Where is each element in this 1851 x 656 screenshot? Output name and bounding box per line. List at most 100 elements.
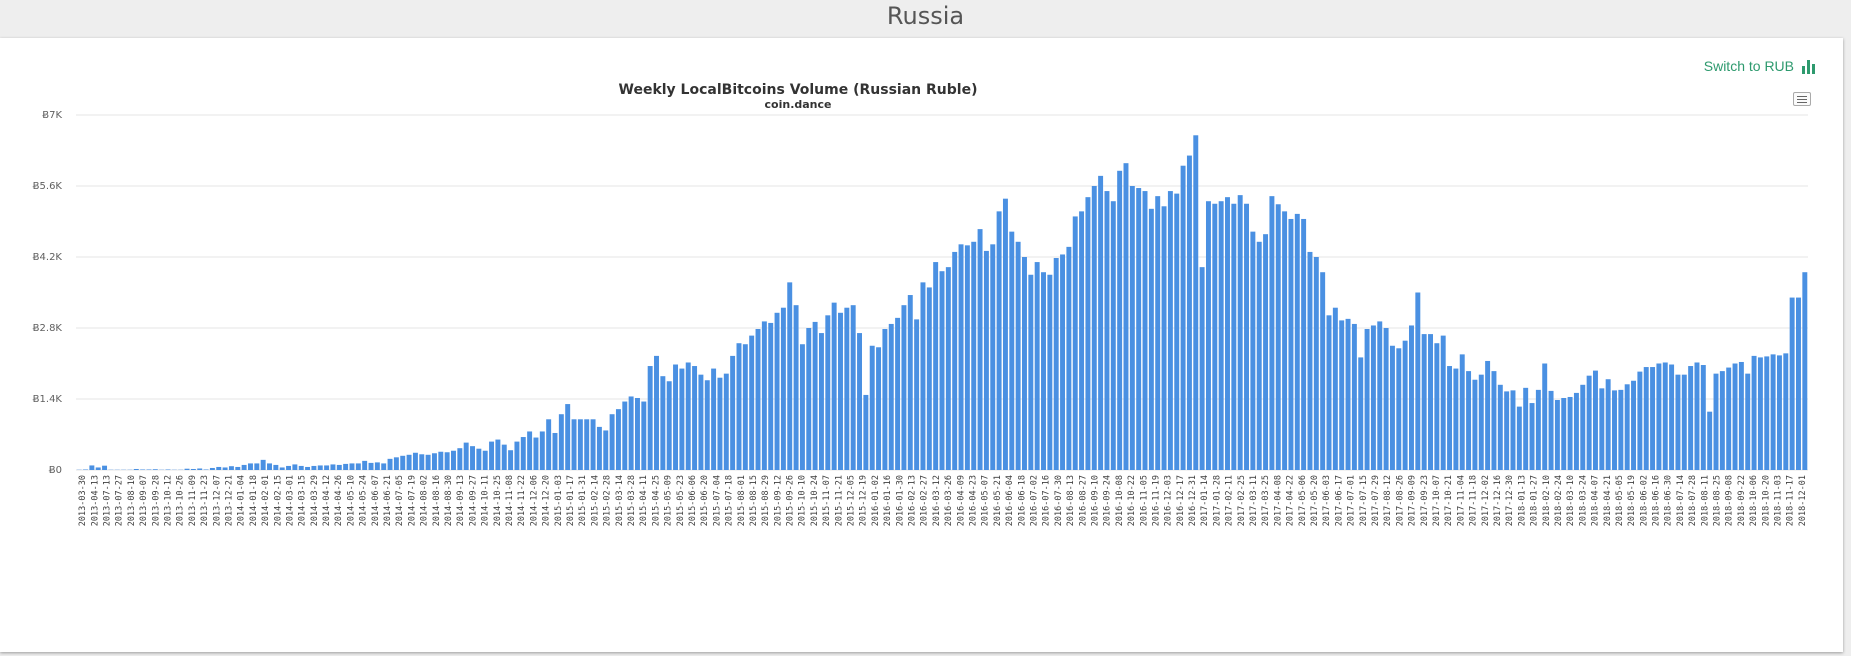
bar xyxy=(387,458,393,470)
x-tick-label: 2016-06-04 xyxy=(1005,475,1015,526)
x-tick-label: 2018-07-28 xyxy=(1688,475,1698,526)
bar xyxy=(812,321,818,470)
bar xyxy=(958,244,964,470)
bar xyxy=(1377,321,1383,470)
x-tick-label: 2014-10-25 xyxy=(493,475,503,526)
x-tick-label: 2018-05-19 xyxy=(1627,475,1637,526)
bar xyxy=(184,468,190,470)
bar xyxy=(1256,241,1262,470)
x-tick-label: 2015-08-15 xyxy=(749,475,759,526)
x-tick-label: 2015-02-14 xyxy=(590,475,600,526)
bar xyxy=(584,419,590,470)
bar xyxy=(787,282,793,470)
x-tick-label: 2018-06-30 xyxy=(1664,475,1674,526)
bar xyxy=(736,343,742,470)
bar xyxy=(102,465,108,470)
bar xyxy=(1428,334,1433,470)
bar xyxy=(755,329,761,470)
bar xyxy=(476,448,482,470)
x-tick-label: 2016-04-23 xyxy=(968,475,978,526)
x-tick-label: 2017-03-25 xyxy=(1261,475,1271,526)
bar xyxy=(247,463,253,470)
x-tick-label: 2018-10-06 xyxy=(1749,475,1759,526)
x-tick-label: 2015-08-29 xyxy=(761,475,771,526)
bar xyxy=(1218,201,1224,470)
bar xyxy=(780,307,786,470)
bar xyxy=(1358,357,1364,470)
bar xyxy=(1567,396,1573,470)
bar xyxy=(1764,356,1770,470)
bar xyxy=(1643,367,1649,470)
x-tick-label: 2016-12-31 xyxy=(1188,475,1198,526)
bar xyxy=(83,469,88,470)
bar xyxy=(628,396,634,470)
x-tick-label: 2014-06-07 xyxy=(371,475,381,526)
bar xyxy=(1079,211,1085,471)
bar xyxy=(565,404,571,470)
x-tick-label: 2013-11-23 xyxy=(200,475,210,526)
volume-chart: Weekly LocalBitcoins Volume (Russian Rub… xyxy=(33,82,1808,526)
bar xyxy=(1199,267,1205,470)
x-tick-label: 2013-10-12 xyxy=(163,475,173,526)
x-tick-label: 2013-04-13 xyxy=(90,475,100,526)
chart-subtitle: coin.dance xyxy=(765,98,832,111)
x-tick-label: 2016-10-22 xyxy=(1127,475,1137,526)
x-tick-label: 2016-09-24 xyxy=(1103,475,1113,526)
x-tick-label: 2015-06-06 xyxy=(688,475,698,526)
bar xyxy=(533,437,539,470)
bar xyxy=(1751,355,1757,470)
x-tick-label: 2016-02-13 xyxy=(908,475,918,526)
bar xyxy=(920,282,926,470)
bar xyxy=(666,381,672,470)
bar xyxy=(197,468,203,470)
bar xyxy=(330,464,336,470)
x-tick-label: 2013-03-30 xyxy=(78,475,88,526)
x-tick-label: 2016-01-30 xyxy=(895,475,905,526)
x-tick-label: 2014-04-26 xyxy=(334,475,344,526)
bar xyxy=(679,368,685,470)
x-tick-label: 2016-08-27 xyxy=(1078,475,1088,526)
bar xyxy=(1415,292,1421,470)
x-tick-label: 2018-11-03 xyxy=(1774,475,1784,526)
bar xyxy=(1193,135,1199,470)
bar xyxy=(1332,307,1338,470)
bar xyxy=(1161,206,1167,471)
bar xyxy=(1669,364,1675,470)
bar xyxy=(1186,155,1192,470)
x-tick-label: 2016-07-16 xyxy=(1042,475,1052,526)
x-tick-label: 2014-10-11 xyxy=(481,475,491,526)
x-tick-label: 2018-03-24 xyxy=(1578,475,1588,526)
x-tick-label: 2013-09-28 xyxy=(151,475,161,526)
y-tick-label: Ƀ1.4K xyxy=(33,394,63,405)
bar xyxy=(1434,343,1440,470)
bar xyxy=(793,305,799,470)
bar xyxy=(1510,390,1516,470)
bar xyxy=(1091,186,1097,470)
bar xyxy=(406,454,412,470)
bar xyxy=(527,431,533,470)
bar xyxy=(1497,384,1503,470)
bar xyxy=(267,463,272,470)
bar-chart-icon xyxy=(1802,58,1815,74)
bar xyxy=(1294,213,1300,470)
x-tick-label: 2016-03-12 xyxy=(932,475,942,526)
bar xyxy=(895,317,901,470)
x-tick-label: 2015-12-19 xyxy=(859,475,869,526)
bar xyxy=(1409,325,1414,470)
bar xyxy=(977,229,983,470)
x-tick-label: 2015-09-12 xyxy=(773,475,783,526)
bar xyxy=(1447,366,1453,470)
bar xyxy=(438,451,444,470)
bar xyxy=(1491,371,1497,470)
switch-currency-button[interactable]: Switch to RUB xyxy=(1704,58,1815,74)
bar xyxy=(577,419,583,470)
x-tick-label: 2014-03-01 xyxy=(285,475,295,526)
bar xyxy=(1573,392,1579,470)
bar xyxy=(1535,389,1541,470)
x-tick-label: 2017-11-04 xyxy=(1456,475,1466,526)
bar xyxy=(844,307,850,470)
x-tick-label: 2017-07-15 xyxy=(1359,475,1369,526)
chart-menu-button[interactable] xyxy=(1793,92,1811,106)
x-tick-label: 2018-06-16 xyxy=(1652,475,1662,526)
x-tick-label: 2015-09-26 xyxy=(786,475,796,526)
